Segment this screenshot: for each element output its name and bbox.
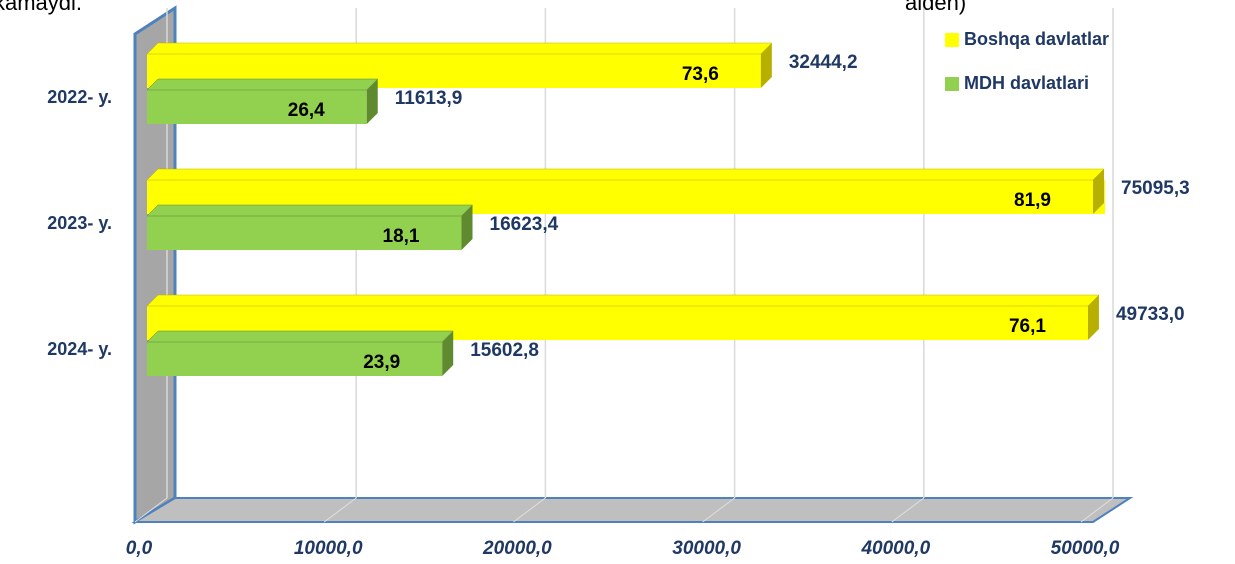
floor-grid-line [891,497,925,523]
floor-grid-line [1080,497,1114,523]
legend-swatch [945,33,959,47]
bar-side [760,43,772,88]
text-fragment: alden) [905,0,966,15]
floor-grid-line [134,497,168,523]
value-label: 11613,9 [395,88,463,109]
bar-side [442,331,454,376]
bar-top [146,330,454,343]
x-tick-label: 10000,0 [294,538,363,559]
bar-top [146,294,1100,307]
bar-side [1087,295,1099,340]
legend-label: MDH davlatlari [964,73,1089,93]
category-label: 2023- y. [47,213,112,233]
x-tick-label: 0,0 [126,538,153,559]
share-label: 76,1 [1009,316,1046,337]
share-label: 81,9 [1014,190,1051,211]
x-tick-label: 40000,0 [860,538,930,559]
bar-side [366,79,378,124]
bar [147,342,443,376]
share-label: 23,9 [363,352,400,373]
value-label: 49733,0 [1116,304,1185,325]
floor-grid-line [323,497,357,523]
bar-side [461,205,473,250]
legend-swatch [945,77,959,91]
bar-top [146,42,773,55]
x-tick-label: 20000,0 [482,538,552,559]
legend-label: Boshqa davlatlar [964,29,1109,49]
floor [131,497,1134,523]
x-tick-label: 50000,0 [1051,538,1120,559]
category-label: 2022- y. [47,87,112,107]
bar [147,90,367,124]
floor-grid-line [702,497,735,523]
bar-top [146,78,379,91]
text-fragment: kamaydi. [0,0,82,15]
share-label: 18,1 [383,226,420,247]
category-label: 2024- y. [47,339,112,359]
share-label: 73,6 [682,64,719,85]
share-label: 26,4 [288,100,325,121]
bar-top [146,204,474,217]
bar-top [146,168,1105,181]
value-label: 15602,8 [470,340,539,361]
x-tick-label: 30000,0 [672,538,741,559]
value-label: 32444,2 [789,52,858,73]
value-label: 16623,4 [490,214,559,235]
bar-side [1093,169,1104,214]
floor-grid-line [513,497,546,523]
value-label: 75095,3 [1121,178,1190,199]
bar [147,216,462,250]
